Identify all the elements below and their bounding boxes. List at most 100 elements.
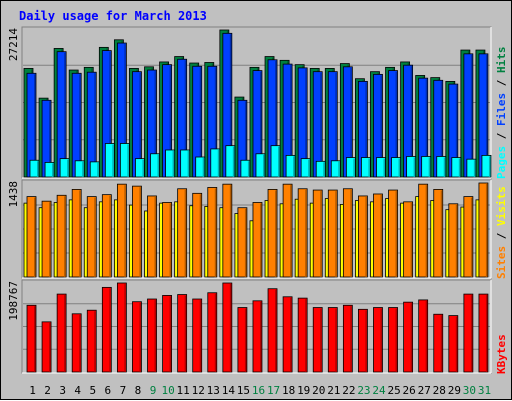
series-files — [26, 32, 489, 178]
bar-pages-day-21 — [330, 160, 341, 178]
x-tick-day-6: 6 — [105, 384, 112, 397]
x-tick-day-30: 30 — [463, 384, 476, 397]
bar-shadow — [229, 284, 232, 372]
bar-shadow — [97, 162, 99, 177]
bar-kbytes-day-24 — [373, 307, 383, 373]
bar-pages-day-1 — [29, 159, 40, 178]
bar-shadow — [473, 160, 476, 177]
bar-pages-day-10 — [165, 149, 175, 178]
bar-shadow — [259, 203, 262, 277]
bar-sites-day-7 — [116, 183, 127, 278]
bar-sites-day-12 — [192, 192, 203, 278]
bar-shadow — [79, 314, 81, 372]
bar-shadow — [395, 71, 398, 177]
bar-shadow — [365, 310, 367, 372]
x-tick-day-11: 11 — [177, 384, 190, 397]
bar-shadow — [305, 68, 307, 177]
bar-pages-day-28 — [436, 156, 447, 178]
x-tick-day-8: 8 — [135, 384, 142, 397]
bar-shadow — [142, 159, 144, 177]
bar-kbytes-day-31 — [478, 293, 489, 373]
bar-sites-day-3 — [56, 194, 67, 278]
bar-shadow — [305, 189, 307, 277]
legend-entry: Sites — [495, 246, 508, 279]
bar-shadow — [470, 295, 473, 372]
bar-pages-day-7 — [119, 143, 130, 178]
bar-shadow — [485, 184, 488, 277]
bar-pages-day-9 — [150, 153, 160, 178]
bar-pages-day-2 — [44, 162, 55, 178]
panel-sites-visits: 1438 Sites / Visits — [7, 179, 508, 279]
bar-kbytes-day-8 — [132, 301, 142, 373]
legend-entry: Pages — [495, 146, 508, 179]
bar-sites-day-9 — [147, 195, 157, 278]
x-tick-day-1: 1 — [29, 384, 36, 397]
x-tick-day-23: 23 — [357, 384, 370, 397]
bar-pages-day-12 — [195, 156, 206, 178]
bar-kbytes-day-21 — [327, 307, 338, 373]
bar-sites-day-15 — [237, 207, 248, 278]
bar-kbytes-day-19 — [297, 297, 308, 373]
x-tick-day-9: 9 — [150, 384, 157, 397]
bar-shadow — [440, 315, 443, 372]
bar-shadow — [290, 185, 292, 277]
bar-shadow — [109, 51, 111, 177]
bar-shadow — [169, 203, 172, 277]
bar-pages-day-13 — [210, 148, 221, 178]
bar-kbytes-day-4 — [71, 313, 82, 373]
bar-shadow — [217, 149, 220, 177]
bar-shadow — [338, 161, 340, 177]
bar-shadow — [169, 65, 172, 177]
bar-shadow — [290, 297, 292, 372]
y-max-label: 198767 — [7, 281, 20, 321]
bar-shadow — [350, 67, 352, 177]
bar-shadow — [109, 195, 111, 277]
x-tick-day-22: 22 — [342, 384, 355, 397]
legend-sites-visits: Sites / Visits — [495, 186, 508, 279]
bar-shadow — [488, 156, 491, 177]
x-tick-day-15: 15 — [237, 384, 250, 397]
bar-shadow — [229, 34, 232, 177]
bar-kbytes-day-1 — [26, 304, 37, 373]
bar-kbytes-day-27 — [418, 299, 429, 373]
bar-shadow — [455, 204, 458, 277]
panel-pages-files-hits: 27214 Pages / Files / Hits — [7, 26, 508, 179]
bar-shadow — [64, 196, 66, 277]
bar-sites-day-20 — [312, 189, 323, 278]
x-tick-day-5: 5 — [89, 384, 96, 397]
series-sites — [26, 182, 489, 278]
bar-shadow — [94, 73, 96, 177]
bar-kbytes-day-11 — [177, 294, 188, 373]
x-tick-day-27: 27 — [418, 384, 431, 397]
bar-sites-day-29 — [448, 203, 459, 278]
bar-shadow — [184, 189, 187, 277]
bar-shadow — [395, 308, 398, 372]
legend-kbytes: KBytes — [495, 334, 508, 374]
y-max-label: 1438 — [7, 181, 20, 208]
bar-shadow — [169, 296, 172, 372]
bar-pages-day-11 — [180, 149, 191, 178]
bar-sites-day-6 — [101, 194, 112, 278]
bar-shadow — [275, 60, 277, 178]
bar-shadow — [109, 288, 111, 372]
bar-sites-day-16 — [252, 202, 263, 278]
bar-shadow — [34, 197, 36, 277]
x-tick-day-12: 12 — [192, 384, 205, 397]
bar-pages-day-23 — [361, 157, 371, 178]
bar-shadow — [232, 146, 235, 177]
legend-entry: Visits — [495, 186, 508, 226]
bar-shadow — [305, 299, 307, 372]
x-tick-day-25: 25 — [387, 384, 400, 397]
bar-shadow — [172, 150, 175, 177]
bar-shadow — [380, 308, 382, 372]
bar-shadow — [184, 60, 187, 178]
bar-shadow — [64, 295, 66, 372]
bar-shadow — [395, 191, 398, 277]
x-tick-day-17: 17 — [267, 384, 280, 397]
bar-pages-day-5 — [89, 161, 100, 178]
x-tick-day-13: 13 — [207, 384, 220, 397]
bar-kbytes-day-10 — [162, 295, 172, 373]
bar-kbytes-day-18 — [282, 296, 293, 373]
bar-shadow — [124, 284, 126, 372]
bar-shadow — [383, 158, 385, 177]
